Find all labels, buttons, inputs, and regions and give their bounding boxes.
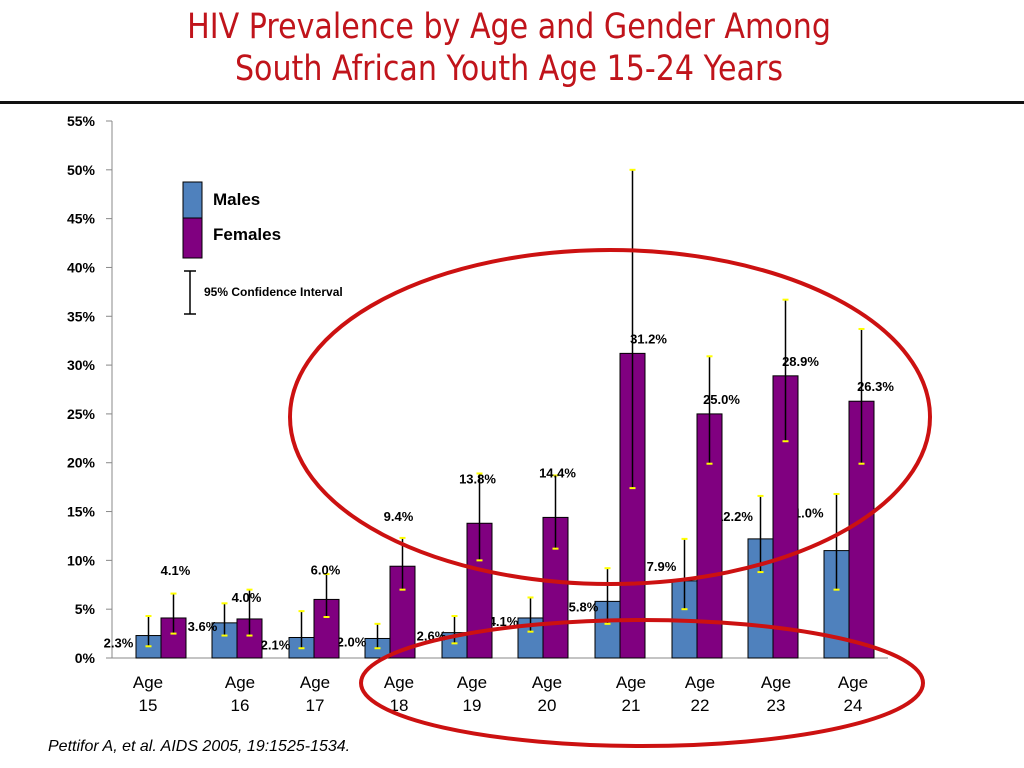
males-value-label: 2.0% [337, 634, 367, 649]
males-value-label: 3.6% [188, 619, 218, 634]
y-tick-label: 50% [67, 162, 96, 178]
males-value-label: 12.2% [716, 509, 753, 524]
males-value-label: 2.3% [104, 636, 134, 651]
x-tick-label-line1: Age [300, 673, 330, 692]
x-tick-label-line1: Age [384, 673, 414, 692]
males-value-label: 5.8% [569, 599, 599, 614]
x-tick-label-line1: Age [532, 673, 562, 692]
females-value-label: 31.2% [630, 331, 667, 346]
chart-title-line-1: HIV Prevalence by Age and Gender Among [187, 7, 831, 47]
annotation-ellipse-females [288, 248, 932, 586]
x-tick-label-line2: 19 [463, 696, 482, 715]
legend-females-swatch [182, 217, 203, 259]
y-tick-label: 0% [75, 650, 96, 666]
chart-title-line-2: South African Youth Age 15-24 Years [234, 49, 784, 90]
y-tick-label: 5% [75, 601, 96, 617]
y-tick-label: 10% [67, 552, 96, 568]
x-tick-label-line1: Age [457, 673, 487, 692]
title-divider [0, 101, 1024, 104]
females-value-label: 25.0% [703, 392, 740, 407]
x-tick-label-line1: Age [685, 673, 715, 692]
x-tick-label-line2: 15 [139, 696, 158, 715]
y-tick-label: 55% [67, 113, 96, 129]
x-tick-label-line2: 18 [390, 696, 409, 715]
y-tick-label: 45% [67, 211, 96, 227]
x-tick-label-line1: Age [133, 673, 163, 692]
males-value-label: 2.1% [261, 637, 291, 652]
x-tick-label-line2: 23 [767, 696, 786, 715]
x-tick-label-line2: 20 [538, 696, 557, 715]
x-tick-label-line2: 22 [691, 696, 710, 715]
legend-females-label: Females [213, 225, 281, 244]
y-tick-label: 35% [67, 308, 96, 324]
x-tick-label-line1: Age [838, 673, 868, 692]
females-value-label: 13.8% [459, 471, 496, 486]
females-value-label: 28.9% [782, 354, 819, 369]
citation: Pettifor A, et al. AIDS 2005, 19:1525-15… [48, 738, 351, 755]
x-tick-label-line2: 21 [622, 696, 641, 715]
x-tick-label-line1: Age [616, 673, 646, 692]
y-tick-label: 25% [67, 406, 96, 422]
females-value-label: 4.1% [161, 563, 191, 578]
females-value-label: 6.0% [311, 562, 341, 577]
x-tick-label-line2: 16 [231, 696, 250, 715]
females-value-label: 26.3% [857, 379, 894, 394]
males-value-label: 7.9% [647, 559, 677, 574]
y-tick-label: 30% [67, 357, 96, 373]
legend-males-label: Males [213, 190, 260, 209]
y-tick-label: 20% [67, 455, 96, 471]
x-tick-label-line1: Age [761, 673, 791, 692]
x-tick-label-line2: 24 [844, 696, 863, 715]
legend-males-swatch [182, 181, 203, 219]
annotation-ellipse-males [359, 618, 925, 748]
x-tick-label-line1: Age [225, 673, 255, 692]
y-tick-label: 15% [67, 504, 96, 520]
legend-ci-label: 95% Confidence Interval [204, 285, 343, 299]
x-tick-label-line2: 17 [306, 696, 325, 715]
females-value-label: 4.0% [232, 590, 262, 605]
females-value-label: 14.4% [539, 465, 576, 480]
chart-title: HIV Prevalence by Age and Gender Among S… [71, 6, 946, 91]
females-value-label: 9.4% [384, 509, 414, 524]
y-tick-label: 40% [67, 259, 96, 275]
